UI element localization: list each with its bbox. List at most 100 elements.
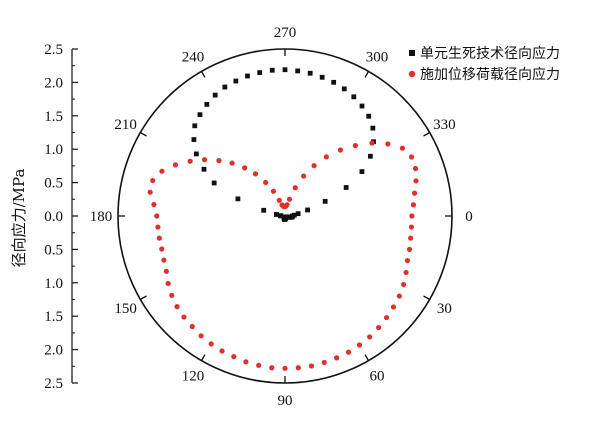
data-point	[245, 73, 250, 79]
y-axis-label: 径向应力/MPa	[10, 169, 28, 268]
legend-marker-circle	[408, 70, 416, 78]
data-point	[410, 202, 417, 208]
data-point	[367, 153, 373, 159]
data-point	[396, 293, 402, 299]
legend-marker-square	[409, 50, 415, 56]
data-point	[334, 355, 340, 361]
data-point	[233, 78, 239, 84]
data-point	[154, 213, 160, 219]
data-point	[187, 158, 193, 164]
data-point	[252, 171, 259, 177]
data-point	[263, 179, 269, 186]
data-point	[219, 348, 225, 354]
data-point	[165, 280, 171, 287]
data-point	[412, 165, 419, 172]
angle-tick-label: 300	[366, 50, 389, 66]
data-point	[292, 185, 298, 191]
radial-axis: 2.5 2.0 1.5 1.0 0.5 0.0 0.5 1.0 1.5 2.0 2.5	[44, 42, 78, 392]
data-point	[282, 67, 288, 73]
data-point	[383, 314, 390, 321]
data-point	[181, 314, 187, 320]
data-point	[352, 143, 358, 149]
angle-tick-label: 270	[274, 25, 297, 41]
data-point	[408, 154, 415, 160]
angle-tick-mark	[200, 71, 206, 78]
angle-tick-mark	[423, 295, 430, 301]
angle-tick-mark	[200, 354, 206, 361]
data-point	[370, 125, 376, 131]
angle-tick-label: 60	[370, 368, 385, 384]
data-point	[155, 224, 161, 230]
data-point	[257, 70, 263, 75]
angle-tick-label: 180	[90, 209, 113, 225]
data-point	[198, 333, 204, 339]
data-point	[366, 113, 372, 119]
angle-tick-label: 0	[465, 209, 473, 225]
data-point	[308, 363, 315, 369]
data-point	[356, 342, 363, 348]
data-point	[235, 196, 241, 202]
data-point	[311, 163, 317, 169]
angle-tick-mark	[364, 71, 370, 78]
angle-tick-label: 210	[114, 117, 137, 133]
y-tick-label: 0.0	[44, 209, 63, 225]
data-point	[409, 213, 415, 219]
data-point	[284, 202, 290, 208]
angle-tick-label: 240	[182, 50, 205, 66]
data-point	[307, 70, 313, 76]
legend-entry: 单元生死技术径向应力	[420, 45, 560, 62]
data-point	[169, 292, 175, 298]
data-point	[305, 207, 310, 213]
y-tick-label: 2.0	[44, 75, 63, 91]
data-point	[151, 201, 157, 208]
y-tick-label: 0.5	[44, 176, 63, 192]
angle-tick-label: 30	[437, 301, 452, 317]
series-black-squares	[191, 67, 376, 222]
data-point	[322, 198, 328, 204]
y-tick-label: 0.5	[44, 242, 63, 258]
angle-axis: 0 30 60 90 120 150 180 210 240 270 300 330	[90, 25, 473, 409]
data-point	[147, 189, 153, 195]
data-point	[399, 145, 406, 151]
data-point	[295, 211, 301, 217]
data-point	[400, 281, 407, 288]
data-point	[270, 188, 277, 194]
data-point	[150, 177, 156, 184]
data-point	[172, 162, 179, 168]
angle-tick-mark	[364, 354, 370, 361]
data-point	[216, 158, 222, 164]
y-tick-label: 1.5	[44, 109, 63, 125]
data-point	[159, 168, 165, 174]
data-point	[408, 224, 415, 230]
data-point	[281, 214, 287, 220]
data-point	[161, 257, 167, 263]
data-point	[369, 140, 375, 146]
data-point	[390, 304, 397, 310]
angle-tick-mark	[140, 131, 147, 137]
data-point	[404, 257, 411, 264]
y-tick-label: 2.5	[44, 376, 63, 392]
data-point	[341, 86, 347, 92]
angle-tick-label: 150	[114, 301, 137, 317]
data-point	[367, 334, 373, 340]
data-point	[359, 169, 365, 174]
data-point	[282, 365, 288, 371]
data-point	[163, 268, 169, 274]
data-point	[385, 141, 391, 147]
legend-entry: 施加位移荷载径向应力	[420, 66, 560, 83]
data-point	[406, 246, 413, 252]
data-point	[197, 112, 203, 118]
angle-tick-label: 330	[433, 117, 456, 133]
data-point	[343, 185, 349, 190]
data-point	[269, 365, 275, 371]
data-point	[351, 94, 357, 100]
data-point	[243, 359, 249, 365]
data-point	[301, 173, 307, 179]
angle-tick-mark	[423, 131, 430, 137]
data-point	[191, 137, 197, 142]
data-point	[269, 67, 275, 73]
data-point	[242, 165, 248, 171]
data-point	[208, 341, 214, 347]
data-point	[411, 190, 418, 196]
